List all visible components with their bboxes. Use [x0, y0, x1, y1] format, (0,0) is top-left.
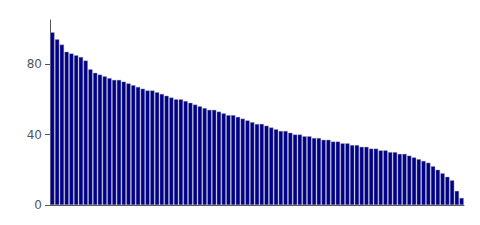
- svg-text:0: 0: [34, 198, 42, 212]
- svg-text:40: 40: [27, 128, 42, 142]
- svg-text:80: 80: [27, 57, 42, 71]
